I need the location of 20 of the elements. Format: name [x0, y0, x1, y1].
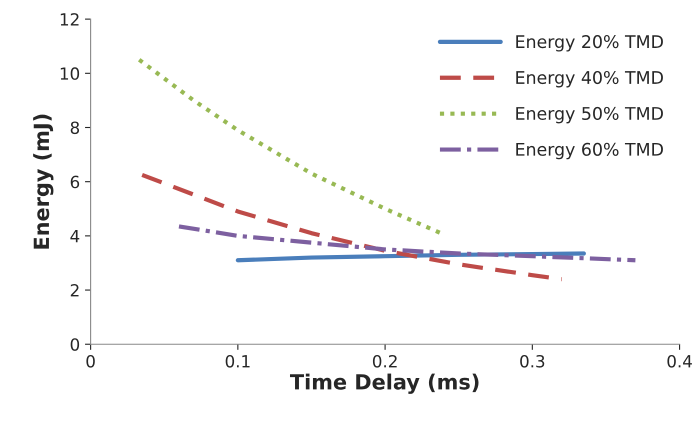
- y-tick-label: 0: [70, 338, 80, 351]
- x-tick-label: 0.4: [667, 354, 692, 368]
- y-tick-label: 8: [70, 121, 80, 134]
- y-tick-label: 2: [70, 284, 79, 296]
- y-tick-label: 10: [60, 67, 80, 80]
- y-tick-label: 6: [70, 176, 80, 188]
- line-series: [140, 172, 564, 282]
- x-axis-title: Time Delay (ms): [290, 374, 478, 394]
- legend-label: Energy 40% TMD: [516, 70, 663, 88]
- x-tick-label: 0.3: [520, 354, 544, 368]
- y-axis-title: Energy (mJ): [33, 114, 54, 249]
- legend-label: Energy 50% TMD: [516, 106, 663, 124]
- y-tick-label: 4: [70, 230, 80, 242]
- line-series: [176, 224, 638, 262]
- x-tick-label: 0: [86, 354, 95, 368]
- x-tick-label: 0.1: [226, 354, 250, 368]
- x-tick-label: 0.2: [372, 354, 397, 368]
- y-tick-label: 12: [60, 13, 79, 26]
- legend-label: Energy 20% TMD: [516, 35, 663, 52]
- legend-label: Energy 60% TMD: [516, 142, 663, 160]
